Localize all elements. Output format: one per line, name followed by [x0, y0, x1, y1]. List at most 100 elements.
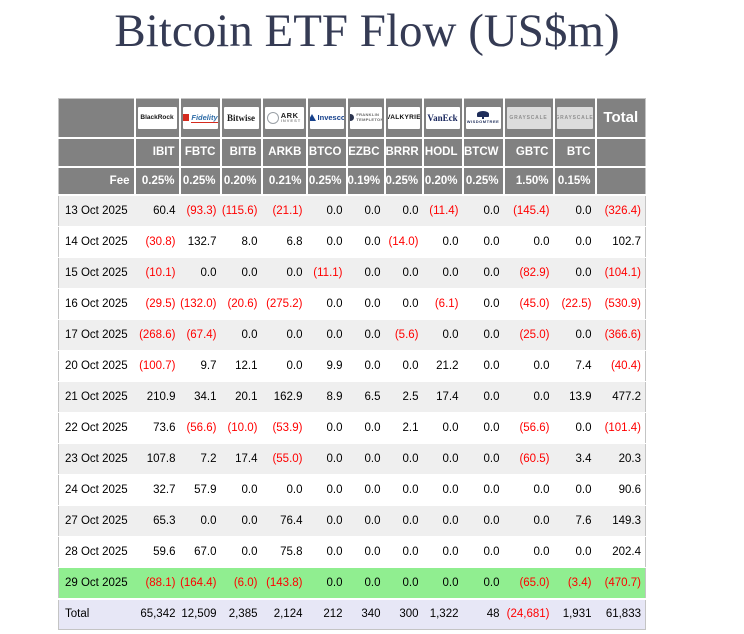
bitwise-logo-icon: Bitwise [223, 106, 259, 129]
flow-value: 17.4 [422, 380, 463, 413]
flow-value: (10.0) [220, 411, 262, 444]
ticker-header-btco: BTCO [306, 137, 348, 168]
flow-value: 2.5 [384, 380, 423, 413]
franklin-templeton-logo-icon: FRANKLIN TEMPLETON [349, 106, 382, 129]
flow-value: (55.0) [261, 442, 307, 475]
flow-value: 0.0 [462, 287, 504, 320]
flow-value: 32.7 [134, 473, 180, 506]
flow-value: 13.9 [553, 380, 596, 413]
ticker-header-bitb: BITB [220, 137, 263, 168]
flow-value: 0.0 [503, 473, 554, 506]
flow-value: 0.0 [220, 473, 262, 506]
total-value: 2,124 [261, 597, 307, 630]
flow-value: (132.0) [179, 287, 221, 320]
flow-value: 0.0 [384, 535, 423, 568]
table-row: 13 Oct 2025 60.4 (93.3) (115.6) (21.1) 0.0 0.0… [58, 194, 646, 227]
ticker-header-btc: BTC [553, 137, 597, 168]
flow-value: 9.9 [306, 349, 347, 382]
page-title: Bitcoin ETF Flow (US$m) [114, 5, 620, 57]
flow-value: (6.0) [220, 566, 262, 599]
table-row: 15 Oct 2025 (10.1) 0.0 0.0 0.0 (11.1) 0.0 0.0 0.… [58, 256, 646, 289]
total-value: 12,509 [179, 597, 221, 630]
flow-value: 0.0 [306, 194, 347, 227]
row-total-value: (326.4) [595, 194, 646, 227]
row-date: 24 Oct 2025 [58, 473, 135, 506]
flow-value: 0.0 [346, 256, 385, 289]
flow-value: 0.0 [553, 256, 596, 289]
flow-value: 0.0 [553, 194, 596, 227]
table-header: BlackRock Fidelity Bitwise ARK INVEST Inv… [58, 98, 646, 196]
flow-value: 0.0 [220, 504, 262, 537]
ticker-header-hodl: HODL [422, 137, 464, 168]
flow-value: 0.0 [306, 411, 347, 444]
flow-value: (88.1) [134, 566, 180, 599]
corner-cell [58, 98, 136, 139]
flow-value: 0.0 [346, 411, 385, 444]
flow-value: 0.0 [306, 442, 347, 475]
grayscale-logo-icon: GRAYSCALE [506, 106, 551, 129]
blackrock-logo-icon: BlackRock [137, 106, 177, 129]
flow-value: 67.0 [179, 535, 221, 568]
flow-value: (93.3) [179, 194, 221, 227]
flow-value: 0.0 [384, 442, 423, 475]
flow-value: (14.0) [384, 225, 423, 258]
flow-value: (6.1) [422, 287, 463, 320]
valkyrie-logo-icon: VALKYRIE [387, 106, 420, 129]
ticker-header-ezbc: EZBC [346, 137, 386, 168]
total-value: 212 [306, 597, 347, 630]
row-total-value: (530.9) [595, 287, 646, 320]
flow-value: (3.4) [553, 566, 596, 599]
flow-value: 0.0 [553, 473, 596, 506]
total-value: 1,322 [422, 597, 463, 630]
row-total-value: (104.1) [595, 256, 646, 289]
ticker-header-btcw: BTCW [462, 137, 505, 168]
flow-value: 2.1 [384, 411, 423, 444]
flow-value: 0.0 [306, 566, 347, 599]
flow-value: 0.0 [462, 256, 504, 289]
ticker-row-label [58, 137, 136, 168]
flow-value: 0.0 [346, 194, 385, 227]
flow-value: 21.2 [422, 349, 463, 382]
row-date: 14 Oct 2025 [58, 225, 135, 258]
table-body: 13 Oct 2025 60.4 (93.3) (115.6) (21.1) 0.0 0.0… [58, 194, 646, 599]
row-date: 27 Oct 2025 [58, 504, 135, 537]
flow-value: 0.0 [462, 318, 504, 351]
flow-value: 0.0 [261, 318, 307, 351]
flow-value: 0.0 [384, 473, 423, 506]
flow-value: 17.4 [220, 442, 262, 475]
flow-value: 0.0 [462, 411, 504, 444]
flow-value: 0.0 [346, 504, 385, 537]
vaneck-logo-icon: VanEck [425, 106, 460, 129]
flow-value: 0.0 [306, 504, 347, 537]
total-value: 300 [384, 597, 423, 630]
flow-value: 73.6 [134, 411, 180, 444]
wisdomtree-tree-icon [477, 111, 489, 118]
table-row: 23 Oct 2025 107.8 7.2 17.4 (55.0) 0.0 0.0 0.0 0.… [58, 442, 646, 475]
row-total-value: (470.7) [595, 566, 646, 599]
flow-value: 0.0 [462, 225, 504, 258]
flow-value: 0.0 [346, 318, 385, 351]
row-total-value: (101.4) [595, 411, 646, 444]
flow-value: (115.6) [220, 194, 262, 227]
flow-value: 34.1 [179, 380, 221, 413]
flow-value: (25.0) [503, 318, 554, 351]
ticker-header-gbtc: GBTC [503, 137, 555, 168]
flow-value: (11.4) [422, 194, 463, 227]
fee-cell-btc: 0.15% [553, 166, 597, 196]
flow-value: (29.5) [134, 287, 180, 320]
flow-value: 0.0 [179, 504, 221, 537]
total-value: 48 [462, 597, 504, 630]
flow-value: 3.4 [553, 442, 596, 475]
flow-value: 0.0 [346, 349, 385, 382]
flow-value: 0.0 [220, 535, 262, 568]
flow-value: 0.0 [553, 225, 596, 258]
flow-value: 0.0 [422, 504, 463, 537]
flow-value: 76.4 [261, 504, 307, 537]
flow-value: (30.8) [134, 225, 180, 258]
flow-value: (100.7) [134, 349, 180, 382]
table-row: 24 Oct 2025 32.7 57.9 0.0 0.0 0.0 0.0 0.0 0.0 0.0… [58, 473, 646, 506]
flow-value: 0.0 [503, 504, 554, 537]
fee-cell-fbtc: 0.25% [179, 166, 222, 196]
ticker-header-fbtc: FBTC [179, 137, 222, 168]
flow-value: (45.0) [503, 287, 554, 320]
